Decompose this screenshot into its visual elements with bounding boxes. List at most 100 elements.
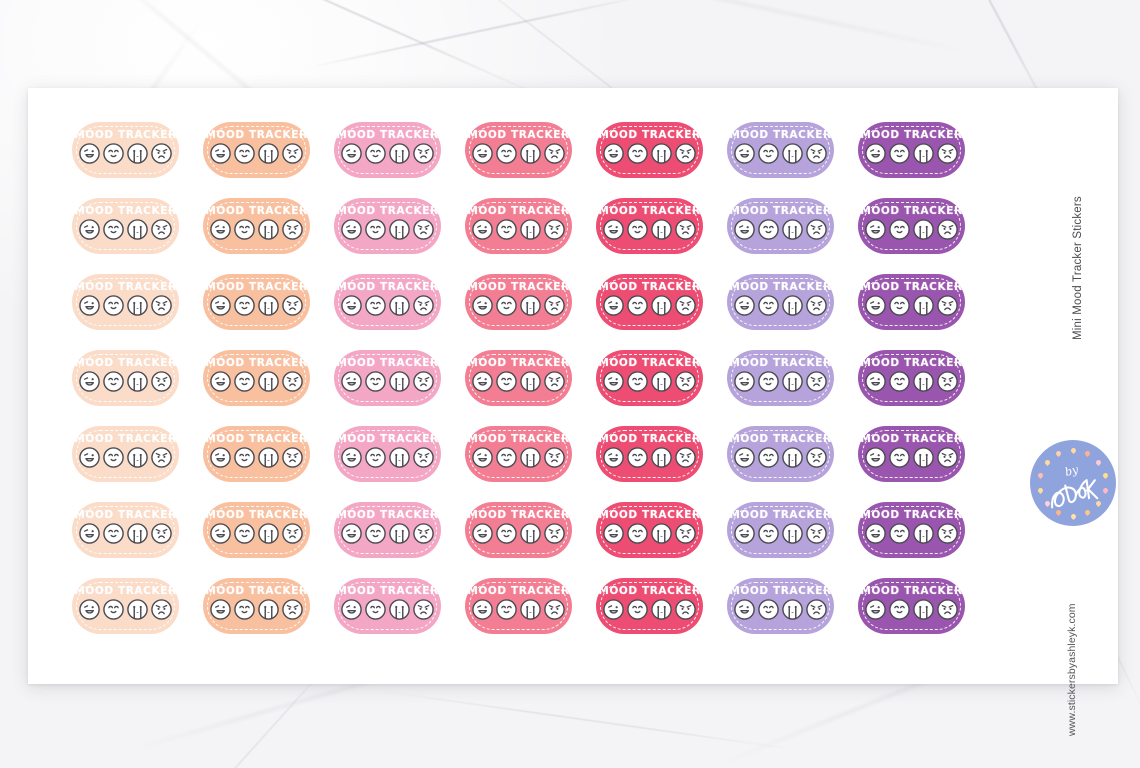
angry-face[interactable] bbox=[805, 598, 828, 626]
sad-crying-face[interactable] bbox=[781, 370, 804, 398]
sad-crying-face[interactable] bbox=[912, 294, 935, 322]
sad-crying-face[interactable] bbox=[257, 446, 280, 474]
content-face[interactable] bbox=[495, 370, 518, 398]
mood-tracker-sticker[interactable]: MOOD TRACKER bbox=[596, 426, 703, 482]
sad-crying-face[interactable] bbox=[126, 294, 149, 322]
happy-face[interactable] bbox=[733, 218, 756, 246]
sad-crying-face[interactable] bbox=[781, 294, 804, 322]
content-face[interactable] bbox=[757, 142, 780, 170]
mood-tracker-sticker[interactable]: MOOD TRACKER bbox=[334, 350, 441, 406]
mood-tracker-sticker[interactable]: MOOD TRACKER bbox=[727, 122, 834, 178]
mood-tracker-sticker[interactable]: MOOD TRACKER bbox=[465, 274, 572, 330]
angry-face[interactable] bbox=[805, 446, 828, 474]
mood-tracker-sticker[interactable]: MOOD TRACKER bbox=[465, 122, 572, 178]
angry-face[interactable] bbox=[674, 522, 697, 550]
happy-face[interactable] bbox=[864, 294, 887, 322]
content-face[interactable] bbox=[233, 522, 256, 550]
sad-crying-face[interactable] bbox=[257, 142, 280, 170]
content-face[interactable] bbox=[888, 522, 911, 550]
content-face[interactable] bbox=[757, 294, 780, 322]
happy-face[interactable] bbox=[209, 598, 232, 626]
sad-crying-face[interactable] bbox=[781, 218, 804, 246]
happy-face[interactable] bbox=[733, 294, 756, 322]
happy-face[interactable] bbox=[602, 598, 625, 626]
sad-crying-face[interactable] bbox=[912, 218, 935, 246]
happy-face[interactable] bbox=[340, 446, 363, 474]
happy-face[interactable] bbox=[733, 142, 756, 170]
angry-face[interactable] bbox=[936, 370, 959, 398]
happy-face[interactable] bbox=[733, 370, 756, 398]
mood-tracker-sticker[interactable]: MOOD TRACKER bbox=[334, 198, 441, 254]
content-face[interactable] bbox=[233, 370, 256, 398]
content-face[interactable] bbox=[626, 446, 649, 474]
content-face[interactable] bbox=[364, 446, 387, 474]
happy-face[interactable] bbox=[733, 522, 756, 550]
sad-crying-face[interactable] bbox=[388, 522, 411, 550]
mood-tracker-sticker[interactable]: MOOD TRACKER bbox=[596, 198, 703, 254]
content-face[interactable] bbox=[495, 446, 518, 474]
angry-face[interactable] bbox=[936, 294, 959, 322]
happy-face[interactable] bbox=[209, 218, 232, 246]
angry-face[interactable] bbox=[936, 446, 959, 474]
mood-tracker-sticker[interactable]: MOOD TRACKER bbox=[596, 350, 703, 406]
sad-crying-face[interactable] bbox=[519, 522, 542, 550]
sad-crying-face[interactable] bbox=[650, 446, 673, 474]
sad-crying-face[interactable] bbox=[650, 370, 673, 398]
sad-crying-face[interactable] bbox=[912, 522, 935, 550]
happy-face[interactable] bbox=[340, 522, 363, 550]
mood-tracker-sticker[interactable]: MOOD TRACKER bbox=[72, 502, 179, 558]
content-face[interactable] bbox=[233, 218, 256, 246]
happy-face[interactable] bbox=[733, 598, 756, 626]
mood-tracker-sticker[interactable]: MOOD TRACKER bbox=[203, 426, 310, 482]
content-face[interactable] bbox=[626, 218, 649, 246]
angry-face[interactable] bbox=[281, 370, 304, 398]
mood-tracker-sticker[interactable]: MOOD TRACKER bbox=[203, 502, 310, 558]
mood-tracker-sticker[interactable]: MOOD TRACKER bbox=[465, 350, 572, 406]
happy-face[interactable] bbox=[471, 142, 494, 170]
content-face[interactable] bbox=[364, 598, 387, 626]
happy-face[interactable] bbox=[471, 218, 494, 246]
sad-crying-face[interactable] bbox=[126, 218, 149, 246]
happy-face[interactable] bbox=[471, 522, 494, 550]
sad-crying-face[interactable] bbox=[781, 142, 804, 170]
angry-face[interactable] bbox=[281, 522, 304, 550]
mood-tracker-sticker[interactable]: MOOD TRACKER bbox=[203, 198, 310, 254]
angry-face[interactable] bbox=[281, 446, 304, 474]
angry-face[interactable] bbox=[805, 294, 828, 322]
angry-face[interactable] bbox=[543, 522, 566, 550]
mood-tracker-sticker[interactable]: MOOD TRACKER bbox=[334, 426, 441, 482]
content-face[interactable] bbox=[626, 598, 649, 626]
content-face[interactable] bbox=[102, 522, 125, 550]
mood-tracker-sticker[interactable]: MOOD TRACKER bbox=[727, 350, 834, 406]
happy-face[interactable] bbox=[602, 218, 625, 246]
mood-tracker-sticker[interactable]: MOOD TRACKER bbox=[727, 502, 834, 558]
sad-crying-face[interactable] bbox=[126, 522, 149, 550]
mood-tracker-sticker[interactable]: MOOD TRACKER bbox=[727, 578, 834, 634]
happy-face[interactable] bbox=[78, 522, 101, 550]
mood-tracker-sticker[interactable]: MOOD TRACKER bbox=[858, 578, 965, 634]
sad-crying-face[interactable] bbox=[388, 446, 411, 474]
sad-crying-face[interactable] bbox=[781, 598, 804, 626]
angry-face[interactable] bbox=[936, 142, 959, 170]
angry-face[interactable] bbox=[805, 370, 828, 398]
content-face[interactable] bbox=[888, 142, 911, 170]
content-face[interactable] bbox=[233, 446, 256, 474]
mood-tracker-sticker[interactable]: MOOD TRACKER bbox=[727, 198, 834, 254]
happy-face[interactable] bbox=[78, 598, 101, 626]
mood-tracker-sticker[interactable]: MOOD TRACKER bbox=[334, 502, 441, 558]
angry-face[interactable] bbox=[150, 446, 173, 474]
sad-crying-face[interactable] bbox=[519, 294, 542, 322]
happy-face[interactable] bbox=[864, 218, 887, 246]
mood-tracker-sticker[interactable]: MOOD TRACKER bbox=[858, 426, 965, 482]
happy-face[interactable] bbox=[471, 370, 494, 398]
content-face[interactable] bbox=[102, 294, 125, 322]
content-face[interactable] bbox=[102, 598, 125, 626]
happy-face[interactable] bbox=[78, 446, 101, 474]
angry-face[interactable] bbox=[150, 218, 173, 246]
content-face[interactable] bbox=[757, 370, 780, 398]
angry-face[interactable] bbox=[674, 598, 697, 626]
mood-tracker-sticker[interactable]: MOOD TRACKER bbox=[203, 122, 310, 178]
happy-face[interactable] bbox=[602, 522, 625, 550]
sad-crying-face[interactable] bbox=[257, 294, 280, 322]
happy-face[interactable] bbox=[209, 142, 232, 170]
